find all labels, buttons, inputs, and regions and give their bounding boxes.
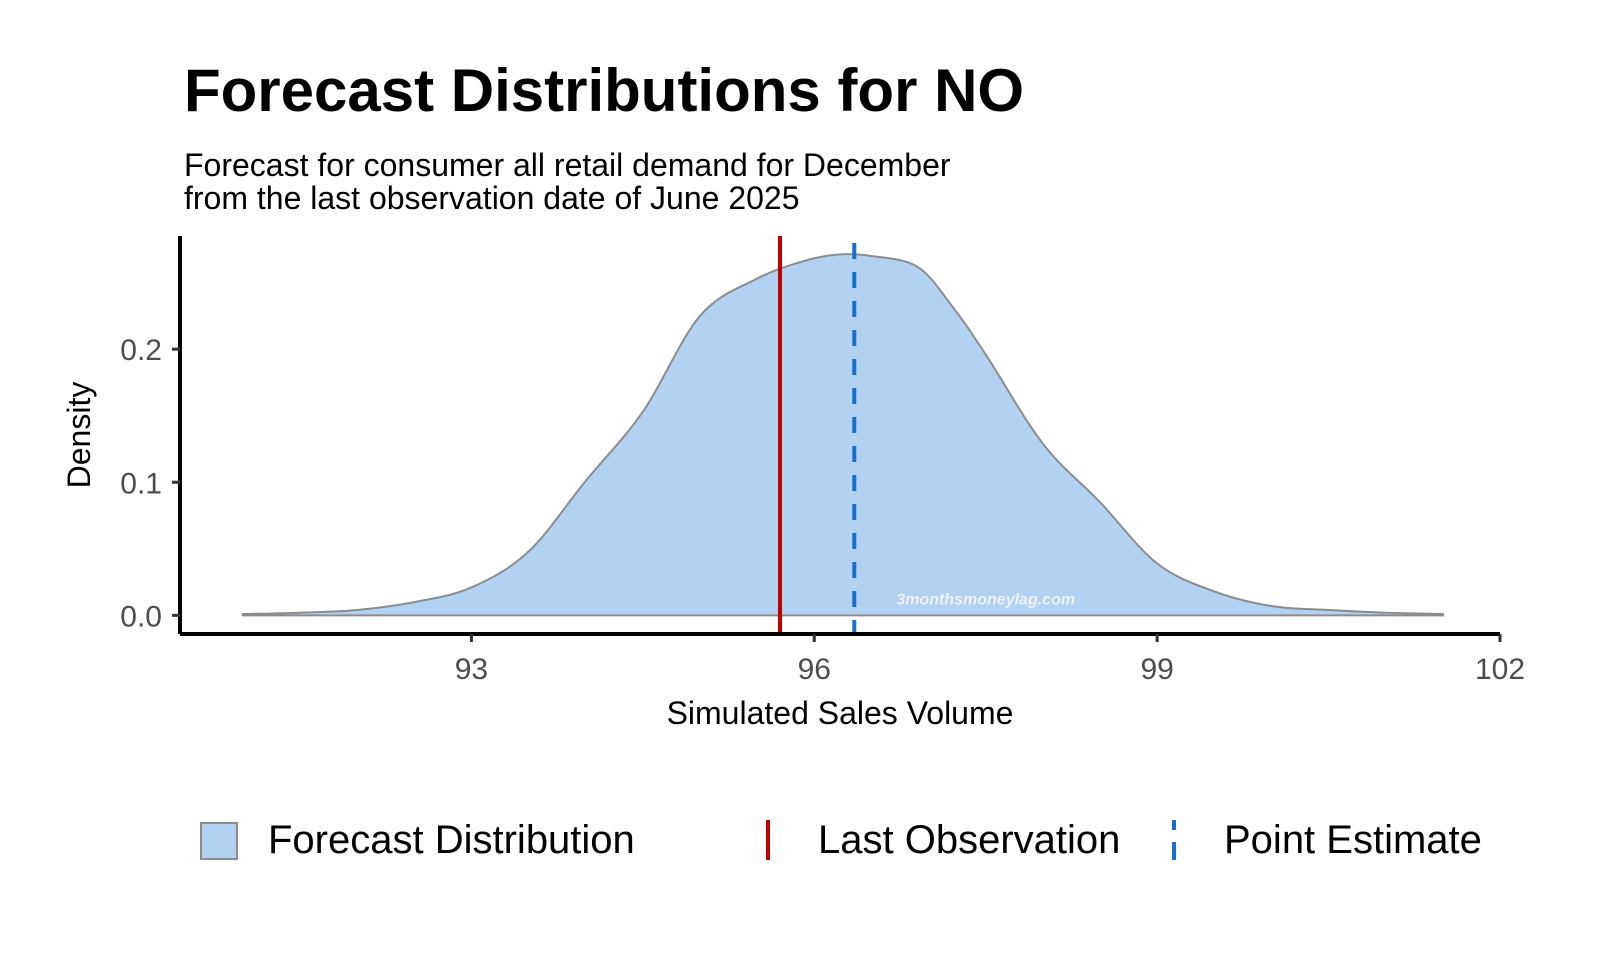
- x-tick-label: 102: [1475, 653, 1525, 686]
- chart-subtitle-line-1: Forecast for consumer all retail demand …: [184, 147, 951, 183]
- y-axis: 0.0 0.1 0.2: [120, 236, 182, 634]
- legend-key-dashed-line: [1154, 820, 1194, 860]
- x-tick-label: 99: [1140, 653, 1173, 686]
- y-tick-label: 0.0: [120, 600, 162, 633]
- x-tick-label: 93: [455, 653, 488, 686]
- x-axis: 93 96 99 102: [180, 632, 1525, 686]
- y-tick-label: 0.2: [120, 334, 162, 367]
- watermark-text: 3monthsmoneylag.com: [896, 592, 1075, 609]
- legend-label: Point Estimate: [1224, 817, 1482, 862]
- legend-item-forecast-distribution: Forecast Distribution: [198, 800, 635, 880]
- y-axis-title: Density: [61, 382, 97, 489]
- legend-key-fill-swatch: [198, 820, 238, 860]
- legend-key-solid-line: [748, 820, 788, 860]
- legend-item-last-observation: Last Observation: [748, 800, 1120, 880]
- legend-item-point-estimate: Point Estimate: [1154, 800, 1482, 880]
- chart-title: Forecast Distributions for NO: [184, 57, 1025, 124]
- x-tick-label: 96: [798, 653, 831, 686]
- legend-label: Forecast Distribution: [268, 817, 635, 862]
- legend-label: Last Observation: [818, 817, 1121, 862]
- x-axis-title: Simulated Sales Volume: [667, 695, 1014, 731]
- y-tick-label: 0.1: [120, 467, 162, 500]
- chart-subtitle-line-2: from the last observation date of June 2…: [184, 180, 800, 216]
- forecast-density-area: [241, 253, 1444, 617]
- legend: Forecast Distribution Last Observation P…: [0, 800, 1600, 880]
